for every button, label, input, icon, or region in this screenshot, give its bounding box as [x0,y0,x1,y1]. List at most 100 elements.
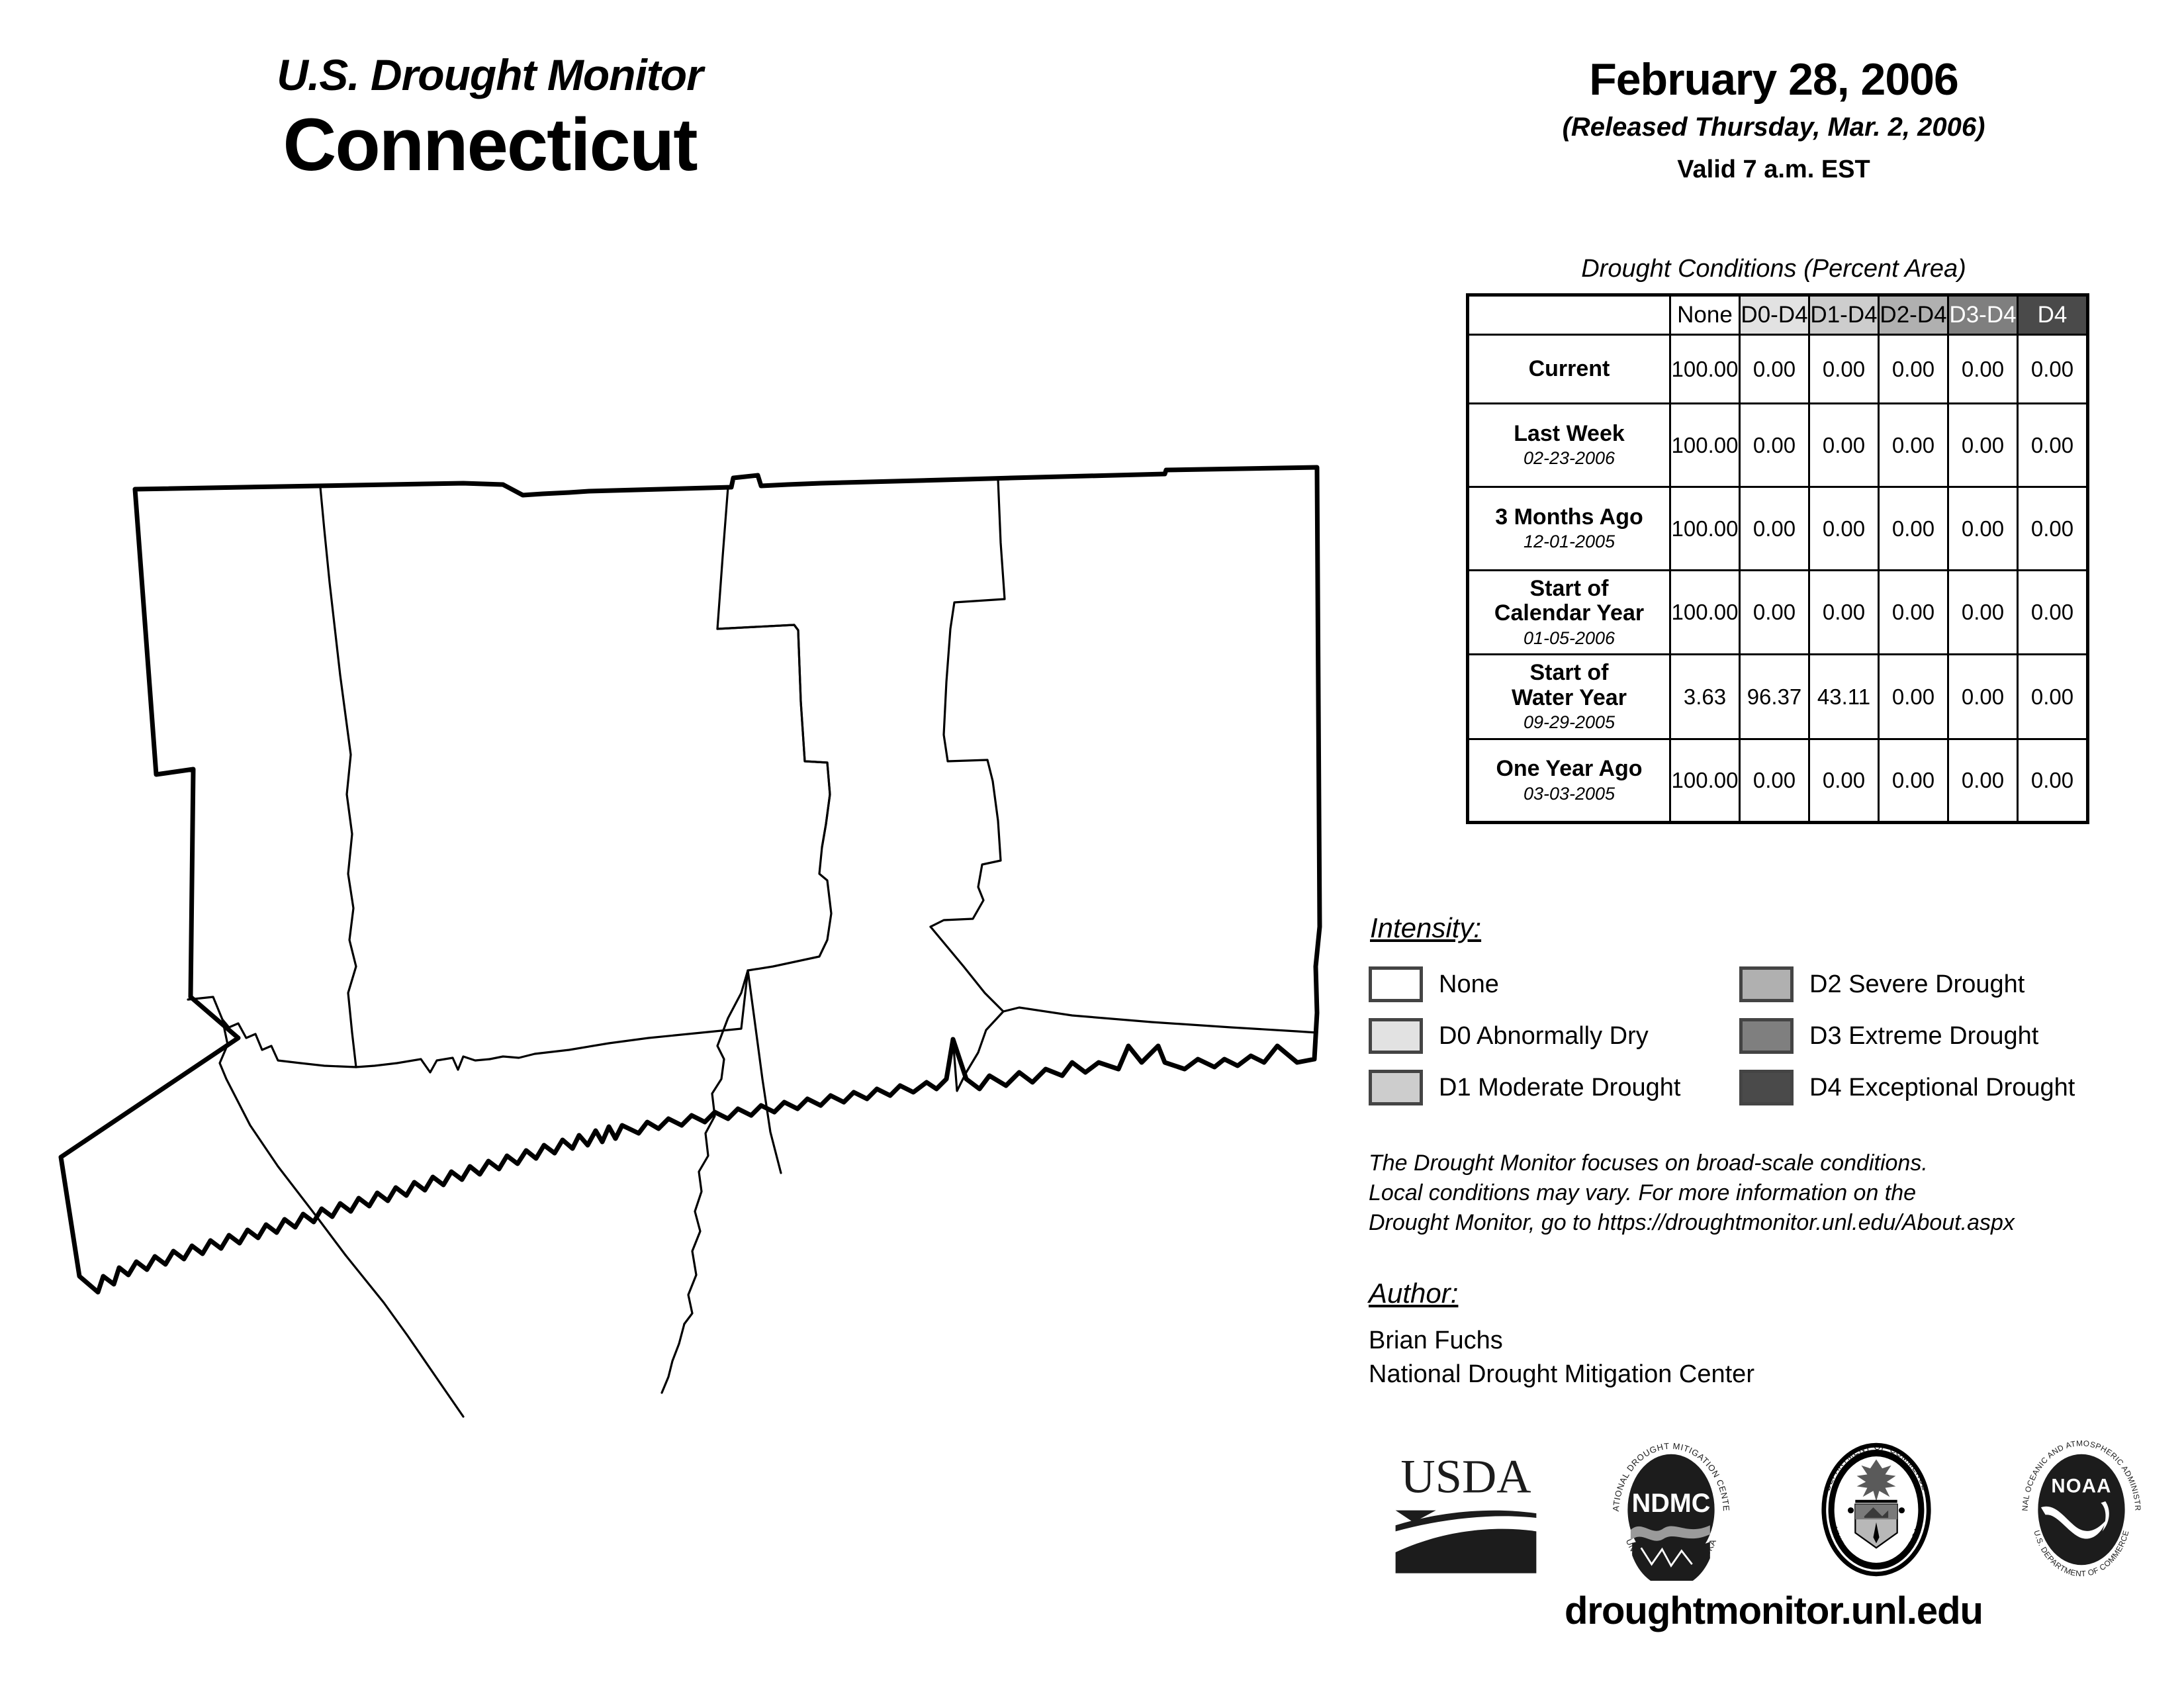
footer-url[interactable]: droughtmonitor.unl.edu [1564,1589,1983,1632]
row-label: Start of Water Year 09-29-2005 [1467,653,1671,740]
legend-swatch [1739,1018,1794,1054]
table-cell-d2-d4: 0.00 [1878,569,1949,656]
title-block: U.S. Drought Monitor Connecticut [0,53,979,184]
row-label-title: One Year Ago [1496,756,1643,782]
row-label-title: 3 Months Ago [1495,504,1643,530]
table-header-d0-d4: D0-D4 [1739,294,1810,336]
noaa-logo: NATIONAL OCEANIC AND ATMOSPHERIC ADMINIS… [2005,1438,2142,1578]
county-line-hartford-newhaven [488,969,749,1060]
noaa-wordmark: NOAA [2051,1475,2111,1497]
doc-seal-logo: DEPARTMENT OF COMMERCE UNITED STATES OF … [1821,1442,1931,1576]
row-label-title: Start of Calendar Year [1494,576,1645,626]
agency-logo-row: USDA NATIONAL DROUGHT MITIGATION CENTER … [1363,1433,2184,1585]
county-line-newlondon-middlesex [952,1010,1005,1092]
legend-swatch [1369,1018,1423,1054]
drought-conditions-table: None D0-D4 D1-D4 D2-D4 D3-D4 D4 Current 100.00… [1466,293,2089,824]
table-row: Current 100.00 0.00 0.00 0.00 0.00 0.00 [1467,334,2089,404]
table-cell-none: 3.63 [1669,653,1741,740]
table-cell-d4: 0.00 [2017,486,2089,571]
valid-time: Valid 7 a.m. EST [1677,156,1870,184]
intensity-heading: Intensity: [1370,912,1482,943]
row-label-title: Start of Water Year [1512,660,1627,710]
date-block: February 28, 2006 (Released Thursday, Ma… [1363,56,2184,184]
table-cell-none: 100.00 [1669,334,1741,404]
county-line-newhaven-middlesex [660,1323,686,1394]
table-cell-d4: 0.00 [2017,569,2089,656]
state-title: Connecticut [283,103,698,186]
author-block: Brian Fuchs National Drought Mitigation … [1369,1324,1754,1392]
table-cell-d1-d4: 0.00 [1808,737,1880,823]
county-line-hartford [716,624,831,849]
county-line-newhaven-north [319,486,357,1068]
table-caption: Drought Conditions (Percent Area) [1581,255,1966,283]
connecticut-map-svg [58,465,1322,1418]
legend-swatch [1369,1070,1423,1105]
legend-item: D2 Severe Drought [1739,959,2110,1010]
left-pane: U.S. Drought Monitor Connecticut [0,53,1337,1423]
table-cell-d0-d4: 96.37 [1739,653,1810,740]
usda-logo: USDA [1395,1449,1537,1573]
table-cell-d2-d4: 0.00 [1878,653,1949,740]
table-cell-d4: 0.00 [2017,737,2089,823]
table-row: Start of Water Year 09-29-2005 3.63 96.37 43.… [1467,653,2089,740]
table-cell-d3-d4: 0.00 [1947,486,2019,571]
table-header-d2-d4: D2-D4 [1878,294,1949,336]
connecticut-map[interactable] [40,463,1337,1423]
table-cell-d0-d4: 0.00 [1739,402,1810,488]
table-cell-d2-d4: 0.00 [1878,486,1949,571]
table-cell-d4: 0.00 [2017,402,2089,488]
county-line-fairfield-newhaven [344,1254,465,1418]
disclaimer-text: The Drought Monitor focuses on broad-sca… [1369,1149,2169,1239]
disclaimer-line-1: The Drought Monitor focuses on broad-sca… [1369,1150,1928,1176]
legend-item: D1 Moderate Drought [1369,1062,1739,1113]
row-label: Current [1467,334,1671,404]
row-label: One Year Ago 03-03-2005 [1467,737,1671,823]
table-cell-d3-d4: 0.00 [1947,402,2019,488]
table-cell-d4: 0.00 [2017,334,2089,404]
legend-item: None [1369,959,1739,1010]
legend-label: D0 Abnormally Dry [1439,1021,1649,1050]
legend-label: D4 Exceptional Drought [1809,1073,2075,1102]
legend-label: D1 Moderate Drought [1439,1073,1681,1102]
table-cell-d3-d4: 0.00 [1947,569,2019,656]
legend-item: D0 Abnormally Dry [1369,1010,1739,1062]
table-corner-cell [1468,295,1670,335]
legend-item: D4 Exceptional Drought [1739,1062,2110,1113]
table-row: One Year Ago 03-03-2005 100.00 0.00 0.00 0.00… [1467,737,2089,823]
row-label: Last Week 02-23-2006 [1467,402,1671,488]
table-row: 3 Months Ago 12-01-2005 100.00 0.00 0.00 0.00… [1467,486,2089,571]
table-cell-d2-d4: 0.00 [1878,402,1949,488]
row-label-date: 09-29-2005 [1523,712,1615,733]
legend-swatch [1369,966,1423,1002]
intensity-legend: None D2 Severe Drought D0 Abnormally Dry D3… [1369,959,2183,1113]
row-label-title: Current [1528,355,1610,381]
author-heading: Author: [1369,1278,1459,1309]
county-line-litchfield-south [187,996,347,1256]
legend-swatch [1739,966,1794,1002]
table-cell-d2-d4: 0.00 [1878,737,1949,823]
table-cell-d3-d4: 0.00 [1947,737,2019,823]
state-outline [58,465,1322,1295]
ndmc-wordmark: NDMC [1632,1488,1711,1517]
disclaimer-line-2: Local conditions may vary. For more info… [1369,1180,1917,1206]
release-date: (Released Thursday, Mar. 2, 2006) [1562,113,1985,142]
table-cell-d1-d4: 0.00 [1808,569,1880,656]
row-label-date: 02-23-2006 [1523,448,1615,469]
right-pane: February 28, 2006 (Released Thursday, Ma… [1363,0,2184,1688]
row-label-date: 01-05-2006 [1523,628,1615,648]
row-label-date: 03-03-2005 [1523,783,1615,804]
table-cell-none: 100.00 [1669,569,1741,656]
legend-swatch [1739,1070,1794,1105]
table-cell-d0-d4: 0.00 [1739,569,1810,656]
table-header-d1-d4: D1-D4 [1808,294,1880,336]
table-body: Current 100.00 0.00 0.00 0.00 0.00 0.00 Last We… [1467,334,2089,823]
report-date: February 28, 2006 [1589,54,1959,105]
table-cell-d3-d4: 0.00 [1947,334,2019,404]
table-cell-d0-d4: 0.00 [1739,737,1810,823]
legend-label: None [1439,970,1499,998]
table-cell-d1-d4: 0.00 [1808,334,1880,404]
row-label-date: 12-01-2005 [1523,532,1615,552]
table-cell-d0-d4: 0.00 [1739,334,1810,404]
table-cell-d4: 0.00 [2017,653,2089,740]
table-row: Start of Calendar Year 01-05-2006 100.00 0.0… [1467,569,2089,656]
